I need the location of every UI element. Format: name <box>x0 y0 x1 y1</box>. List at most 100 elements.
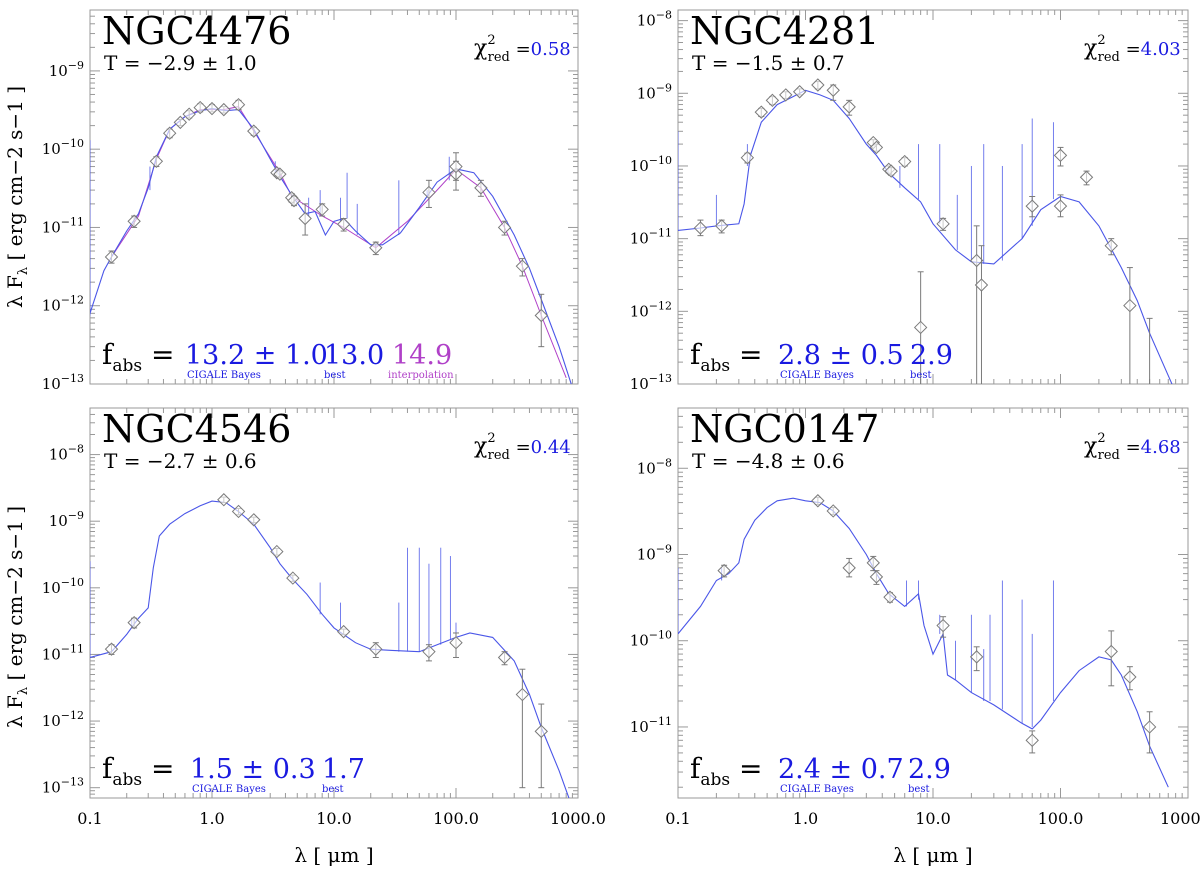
diamond-marker <box>898 154 912 169</box>
data-point <box>369 642 383 658</box>
diamond-marker <box>1025 199 1039 213</box>
plot-area <box>678 494 1169 788</box>
diamond-marker <box>1053 148 1068 163</box>
fabs-best-caption: best <box>324 370 345 381</box>
data-point <box>869 570 884 585</box>
diamond-marker <box>1104 644 1118 659</box>
x-tick-label: 0.1 <box>77 809 102 828</box>
data-point <box>811 494 825 508</box>
y-tick-label: 10−8 <box>49 443 84 464</box>
y-tick-label: 10−9 <box>49 59 84 80</box>
fabs-bayes-value: 13.2 ± 1.0 <box>185 340 328 371</box>
fabs-bayes-caption: CIGALE Bayes <box>780 784 854 795</box>
diamond-marker <box>1104 238 1118 253</box>
data-point <box>1104 630 1118 687</box>
diamond-marker <box>217 102 231 117</box>
diamond-marker <box>173 115 188 130</box>
data-point <box>898 154 912 169</box>
diamond-marker <box>866 556 880 570</box>
diamond-marker <box>336 217 351 231</box>
data-point <box>315 202 329 217</box>
data-point <box>298 203 312 236</box>
fabs-best-caption: best <box>322 784 343 795</box>
diamond-marker <box>247 124 261 138</box>
diamond-marker <box>369 241 383 255</box>
fabs-interp-value: 14.9 <box>392 340 452 371</box>
y-tick-label: 10−12 <box>630 299 672 320</box>
diamond-marker <box>217 493 231 507</box>
data-point <box>534 703 548 789</box>
y-tick-label: 10−13 <box>630 372 672 393</box>
diamond-marker <box>193 100 207 115</box>
diamond-marker <box>811 78 825 92</box>
x-axis <box>89 10 579 384</box>
data-point <box>1053 194 1068 218</box>
diamond-marker <box>534 308 548 323</box>
data-point <box>869 140 884 155</box>
y-tick-label: 10−8 <box>637 9 672 30</box>
fabs-bayes-caption: CIGALE Bayes <box>187 370 261 381</box>
y-tick-label: 10−10 <box>42 137 84 158</box>
galaxy-name: NGC4546 <box>102 407 291 451</box>
data-point <box>449 632 463 658</box>
diamond-marker <box>182 107 196 121</box>
diamond-marker <box>474 181 488 195</box>
y-tick-label: 10−10 <box>630 154 672 175</box>
data-point <box>270 544 284 559</box>
plot-area <box>90 493 570 798</box>
diamond-marker <box>127 214 141 228</box>
data-point <box>336 624 351 639</box>
diamond-marker <box>869 570 884 584</box>
fabs-best-caption: best <box>910 370 931 381</box>
x-tick-label: 10.0 <box>316 809 352 828</box>
x-tick-label: 1000.0 <box>550 809 606 828</box>
fabs-bayes-value: 2.8 ± 0.5 <box>778 340 904 371</box>
data-point <box>811 78 825 92</box>
diamond-marker <box>449 635 463 650</box>
data-point <box>1025 196 1039 218</box>
diamond-marker <box>714 219 729 233</box>
data-point <box>474 179 488 197</box>
diamond-marker <box>162 126 177 140</box>
diamond-marker <box>740 150 755 165</box>
data-point <box>449 152 463 181</box>
diamond-marker <box>534 724 548 739</box>
fabs-label: fabs = <box>102 752 175 790</box>
diamond-marker <box>336 624 351 639</box>
data-point <box>422 644 436 662</box>
data-point <box>1142 711 1157 754</box>
data-point <box>217 493 231 507</box>
y-tick-label: 10−10 <box>630 629 672 650</box>
diamond-marker <box>515 259 530 273</box>
data-point <box>826 83 840 101</box>
fabs-best-value: 1.7 <box>322 754 365 785</box>
data-point <box>286 571 300 585</box>
diamond-marker <box>1079 170 1094 184</box>
fabs-bayes-value: 2.4 ± 0.7 <box>778 754 904 785</box>
diamond-marker <box>826 504 840 518</box>
diamond-marker <box>247 513 261 527</box>
diamond-marker <box>422 644 436 659</box>
fabs-best-value: 2.9 <box>908 754 951 785</box>
data-point <box>104 642 119 656</box>
diamond-marker <box>974 278 989 292</box>
diamond-marker <box>693 221 708 235</box>
panel-ngc4546: 0.1 1.0 10.0 100.0 1000.010−1310−1210−1110−1… <box>42 407 606 828</box>
data-point <box>273 167 287 181</box>
y-tick-label: 10−12 <box>42 709 84 730</box>
diamond-marker <box>717 563 731 578</box>
diamond-marker <box>792 85 807 99</box>
fabs-label: fabs = <box>102 338 175 376</box>
fabs-interp-caption: interpolation <box>388 370 454 381</box>
x-axis-title-left: λ [ μm ] <box>294 843 373 867</box>
morph-type: T = −1.5 ± 0.7 <box>692 51 845 75</box>
data-point <box>1123 666 1137 691</box>
y-axis: 10−11 10−10 10−9 10−8 <box>630 415 1188 788</box>
y-tick-label: 10−11 <box>42 642 84 663</box>
y-axis-title-bottom: λ Fλ [ erg cm−2 s−1 ] <box>3 506 31 728</box>
x-tick-label: 1.0 <box>199 809 224 828</box>
diamond-marker <box>826 83 840 97</box>
